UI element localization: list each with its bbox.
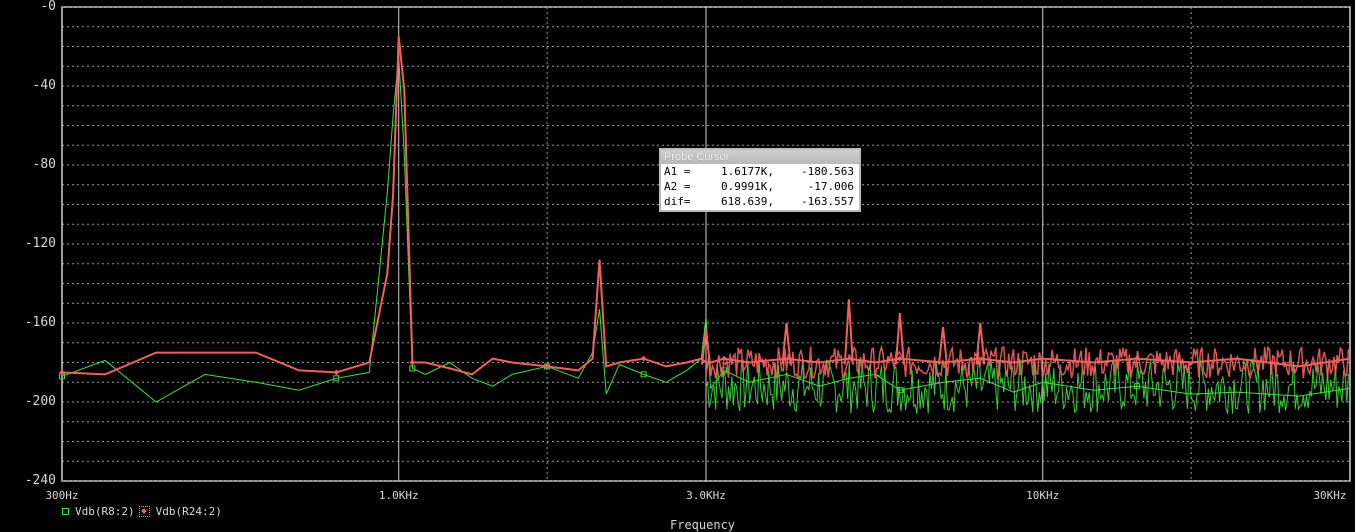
x-tick-label: 10KHz bbox=[1026, 489, 1060, 502]
dif-label: dif= bbox=[664, 195, 691, 208]
red-diamond-marker-icon bbox=[138, 506, 150, 517]
x-axis-label: Frequency bbox=[670, 518, 736, 532]
a1-y-value: -180.563 bbox=[801, 165, 854, 178]
probe-cursor-window[interactable]: Probe Cursor A1 = 1.6177K, -180.563 A2 =… bbox=[659, 148, 861, 212]
series-point-red bbox=[721, 355, 727, 362]
harmonic-spike bbox=[701, 328, 711, 365]
dif-y-value: -163.557 bbox=[801, 195, 854, 208]
probe-cursor-title[interactable]: Probe Cursor bbox=[661, 150, 859, 164]
harmonic-spike bbox=[937, 326, 948, 365]
probe-cursor-row-a2: A2 = 0.9991K, -17.006 bbox=[661, 179, 859, 194]
x-tick-label: 3.0KHz bbox=[686, 489, 726, 502]
series-point-green bbox=[640, 371, 647, 378]
x-tick-label: 300Hz bbox=[45, 489, 79, 502]
probe-cursor-row-dif: dif= 618.639, -163.557 bbox=[661, 194, 859, 209]
a1-x-value: 1.6177K, bbox=[721, 165, 774, 178]
harmonic-spike bbox=[843, 299, 854, 365]
green-square-marker-icon bbox=[62, 508, 69, 515]
y-tick-label: -160 bbox=[24, 315, 56, 330]
series-point-red bbox=[59, 369, 65, 376]
legend-red-label[interactable]: Vdb(R24:2) bbox=[155, 505, 222, 518]
series-point-red bbox=[640, 355, 647, 362]
harmonic-spike bbox=[781, 322, 792, 365]
series-point-red bbox=[897, 355, 903, 362]
series-line-green bbox=[61, 56, 1351, 403]
y-tick-label: -40 bbox=[32, 78, 56, 93]
a2-label: A2 = bbox=[664, 180, 691, 193]
series-point-green bbox=[409, 365, 416, 372]
a2-y-value: -17.006 bbox=[807, 180, 854, 193]
a2-x-value: 0.9991K, bbox=[721, 180, 774, 193]
a1-label: A1 = bbox=[664, 165, 691, 178]
y-tick-label: -120 bbox=[24, 236, 56, 251]
legend: Vdb(R8:2) Vdb(R24:2) bbox=[62, 505, 222, 518]
legend-green-label[interactable]: Vdb(R8:2) bbox=[75, 505, 135, 518]
probe-cursor-row-a1: A1 = 1.6177K, -180.563 bbox=[661, 164, 859, 179]
noise-green bbox=[705, 358, 1349, 414]
y-tick-label: -80 bbox=[32, 157, 56, 172]
series-point-red bbox=[409, 359, 416, 366]
y-tick-label: -200 bbox=[24, 394, 56, 409]
x-tick-label: 1.0KHz bbox=[378, 489, 419, 502]
y-tick-label: -240 bbox=[24, 473, 56, 488]
dif-x-value: 618.639, bbox=[721, 195, 774, 208]
harmonic-spike bbox=[894, 313, 905, 365]
noise-red bbox=[705, 344, 1350, 381]
y-tick-label: -0 bbox=[40, 0, 56, 14]
x-tick-label: 30KHz bbox=[1313, 489, 1347, 502]
series-point-green bbox=[333, 375, 340, 382]
series-point-red bbox=[544, 363, 550, 370]
series-point-red bbox=[333, 369, 340, 376]
